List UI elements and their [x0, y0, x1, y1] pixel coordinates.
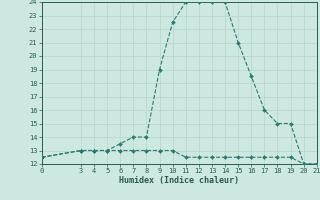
- X-axis label: Humidex (Indice chaleur): Humidex (Indice chaleur): [119, 176, 239, 185]
